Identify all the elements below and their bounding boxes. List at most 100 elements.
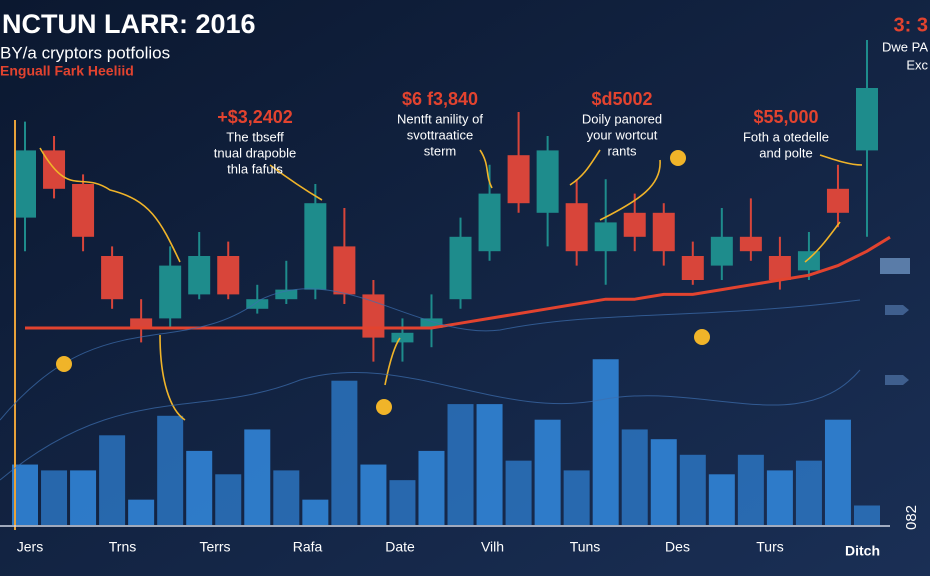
volume-bar	[476, 404, 503, 525]
corner-label: Dwe PA	[882, 39, 928, 54]
candle-body	[652, 212, 675, 252]
candle-body	[826, 188, 849, 213]
volume-bar	[505, 460, 532, 525]
volume-bar	[41, 470, 68, 525]
arrow	[599, 159, 661, 221]
candle-body	[43, 150, 66, 189]
candle-body	[391, 332, 414, 343]
badge	[56, 356, 72, 372]
candle-body	[478, 193, 501, 252]
annotation-text: sterm	[424, 143, 457, 158]
volume-bar	[331, 380, 358, 525]
arrow	[819, 154, 863, 166]
annotation-value: $d5002	[591, 89, 652, 109]
background-lines	[0, 288, 861, 481]
candle-body	[449, 236, 472, 300]
candle-body	[768, 256, 791, 280]
volume-bar	[447, 404, 474, 525]
volume-layer	[12, 359, 880, 525]
volume-bar	[592, 359, 619, 525]
arrow	[269, 164, 323, 201]
annotation-text: and polte	[759, 145, 813, 160]
candle-body	[536, 150, 559, 213]
x-tick-label: Vilh	[481, 539, 504, 555]
candle-body	[72, 184, 95, 237]
volume-bar	[389, 480, 416, 525]
right-label: 082	[903, 505, 920, 530]
volume-bar	[621, 429, 648, 525]
annotation-text: tnual drapoble	[214, 145, 296, 160]
badges	[56, 150, 710, 415]
x-tick-label: Des	[665, 539, 690, 555]
annotation-text: rants	[608, 143, 637, 158]
arrow	[569, 149, 601, 186]
candle-body	[217, 256, 240, 295]
x-tick-label: Tuns	[570, 539, 601, 555]
right-arrow	[885, 305, 909, 315]
price-layer	[14, 40, 891, 362]
annotation-value: $55,000	[753, 107, 818, 127]
annotation-value: $6 f3,840	[402, 89, 478, 109]
volume-bar	[418, 450, 445, 525]
arrows	[39, 147, 863, 421]
badge	[694, 329, 710, 345]
candle-body	[246, 299, 269, 309]
volume-bar	[360, 464, 387, 525]
candle-body	[797, 251, 820, 271]
volume-bar	[273, 470, 300, 525]
candle-body	[681, 256, 704, 280]
annotation-text: your wortcut	[587, 127, 658, 142]
candle-body	[333, 246, 356, 295]
badge	[376, 399, 392, 415]
volume-bar	[766, 470, 793, 525]
candle-body	[739, 236, 762, 252]
volume-bar	[157, 415, 184, 525]
bg-line	[0, 369, 861, 481]
candle-body	[565, 203, 588, 252]
volume-bar	[128, 499, 155, 525]
corner-label: 3: 3	[894, 14, 928, 36]
candle-body	[101, 256, 124, 300]
volume-bar	[737, 454, 764, 525]
volume-bar	[99, 435, 126, 525]
candle-body	[188, 256, 211, 295]
x-tick-label: Date	[385, 539, 415, 555]
candle-body	[507, 155, 530, 204]
volume-bar	[215, 474, 242, 525]
candle-body	[710, 236, 733, 266]
average-line	[25, 235, 891, 330]
candle-body	[594, 222, 617, 252]
arrow	[159, 334, 186, 421]
subtitle: Enguall Fark Heeliid	[0, 63, 134, 79]
x-tick-label: Trns	[109, 539, 136, 555]
annotation-text: thla fafuls	[227, 161, 283, 176]
annotation-text: Nentft anility of	[397, 111, 483, 126]
candle-body	[856, 88, 878, 151]
subtitle: BY/a cryptors potfolios	[0, 43, 170, 62]
volume-bar	[650, 439, 677, 525]
x-labels: Jers Trns Terrs Rafa Date Vilh Tuns Des Turs	[17, 539, 784, 555]
chart-title: NCTUN LARR: 2016	[2, 9, 256, 39]
volume-bar	[854, 505, 880, 525]
candle-body	[304, 203, 327, 290]
candle-body	[623, 212, 646, 237]
volume-bar	[302, 499, 329, 525]
arrow	[804, 221, 841, 263]
right-arrow	[885, 375, 909, 385]
volume-bar	[534, 419, 561, 525]
volume-bar	[679, 454, 706, 525]
arrow	[39, 147, 181, 263]
candle-body	[275, 289, 298, 300]
volume-bar	[70, 470, 97, 525]
x-tick-label: Turs	[756, 539, 783, 555]
volume-bar	[795, 460, 822, 525]
candle-body	[130, 318, 153, 328]
volume-bar	[824, 419, 851, 525]
annotation-text: svottraatice	[407, 127, 473, 142]
volume-bar	[708, 474, 735, 525]
right-arrows	[880, 258, 910, 385]
brand: Ditch	[845, 543, 880, 559]
tag	[880, 258, 910, 274]
